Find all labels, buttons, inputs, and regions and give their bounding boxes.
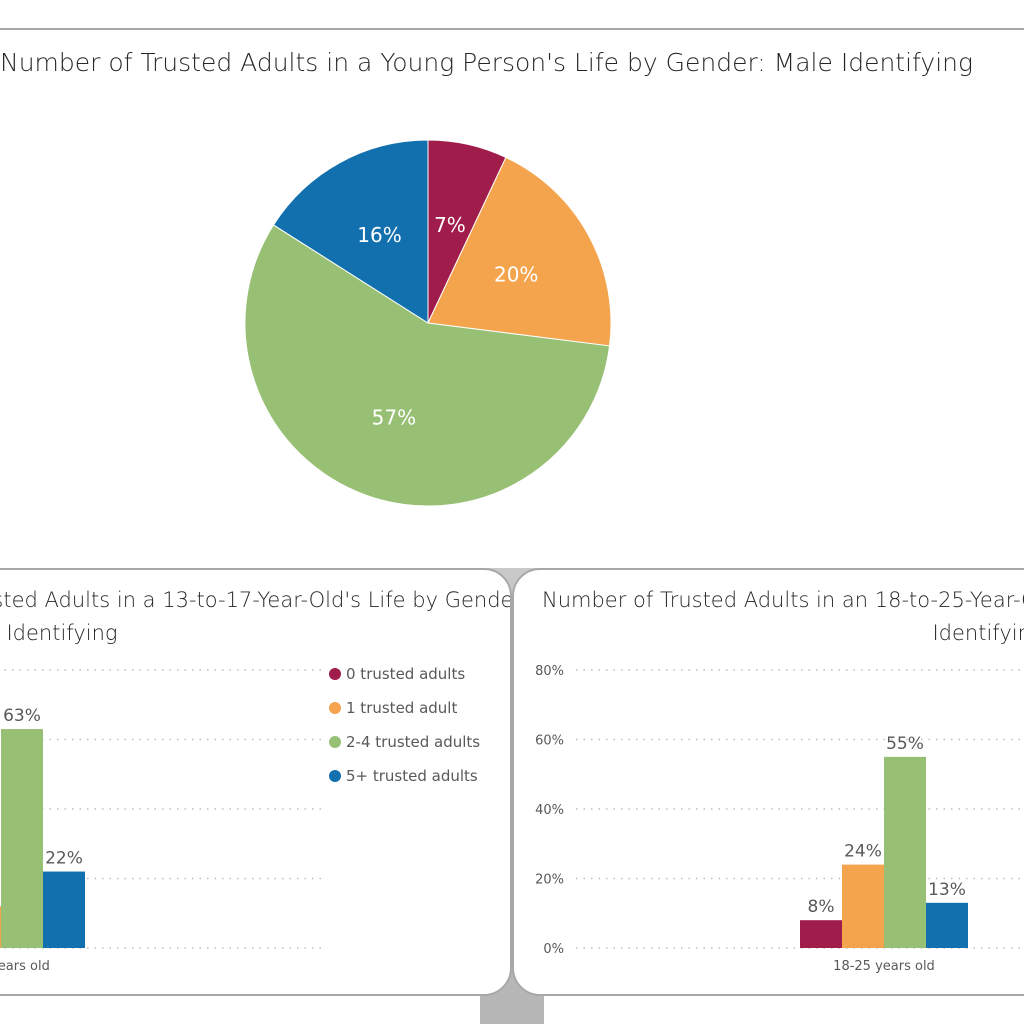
pie-chart: 7% 20% 57% 16% (244, 139, 612, 507)
pie-panel: Number of Trusted Adults in a Young Pers… (0, 28, 1024, 570)
pie-slice-1-trusted-adult (427, 156, 612, 347)
legend-label-1-trusted-adult: 1 trusted adult (346, 699, 457, 717)
bar-5-trusted-adults (43, 871, 85, 948)
bar-title-18-25-line1: Number of Trusted Adults in an 18-to-25-… (542, 588, 1024, 612)
pie-label-1-trusted-adult: 20% (494, 263, 538, 287)
bar-label-2-4-trusted-adults: 63% (3, 706, 41, 726)
pie-slice-2-4-trusted-adults (244, 224, 611, 507)
legend-marker-0-trusted-adults (329, 668, 341, 680)
bar-label-1-trusted-adult: 24% (844, 842, 882, 862)
legend-label-0-trusted-adults: 0 trusted adults (346, 665, 465, 683)
pie-slice-5-trusted-adults (272, 139, 429, 324)
pie-title: Number of Trusted Adults in a Young Pers… (0, 48, 973, 77)
bar-label-5-trusted-adults: 13% (928, 880, 966, 900)
bar-2-4-trusted-adults (884, 756, 926, 948)
legend-marker-1-trusted-adult (329, 702, 341, 714)
bar-1-trusted-adult (842, 864, 884, 948)
y-tick-60: 60% (535, 734, 564, 749)
y-tick-40: 40% (535, 803, 564, 818)
bar-title-18-25-line2: Identifying (932, 621, 1024, 645)
legend-label-2-4-trusted-adults: 2-4 trusted adults (346, 733, 480, 751)
y-tick-20: 20% (535, 873, 564, 888)
legend-marker-5-trusted-adults (329, 770, 341, 782)
bar-label-0-trusted-adults: 8% (808, 897, 835, 917)
bar-5-trusted-adults (926, 902, 968, 948)
bar-0-trusted-adults (800, 920, 842, 948)
y-tick-0: 0% (543, 942, 564, 957)
legend-label-5-trusted-adults: 5+ trusted adults (346, 767, 478, 785)
bar-title-13-17-line1: Number of Trusted Adults in a 13-to-17-Y… (0, 588, 512, 612)
pie-label-5-trusted-adults: 16% (357, 223, 401, 247)
x-category-label: 13-17 years old (0, 959, 50, 974)
bar-title-13-17-line2: Identifying (6, 621, 118, 645)
bar-chart-18-25: 0% 20% 40% 60% 80% 8% 24% 55% 13% 18-25 years old (535, 664, 1024, 974)
pie-label-2-4-trusted-adults: 57% (372, 406, 416, 430)
bar-1-trusted-adult (0, 906, 1, 948)
legend-marker-2-4-trusted-adults (329, 736, 341, 748)
bar-2-4-trusted-adults (1, 729, 43, 948)
bar-label-2-4-trusted-adults: 55% (886, 734, 924, 754)
x-category-label: 18-25 years old (833, 959, 935, 974)
bar-label-5-trusted-adults: 22% (45, 849, 83, 869)
y-tick-80: 80% (535, 664, 564, 679)
pie-label-0-trusted-adults: 7% (434, 213, 466, 237)
bar-card-18-25: Number of Trusted Adults in an 18-to-25-… (512, 568, 1024, 996)
bar-card-13-17: Number of Trusted Adults in a 13-to-17-Y… (0, 568, 512, 996)
